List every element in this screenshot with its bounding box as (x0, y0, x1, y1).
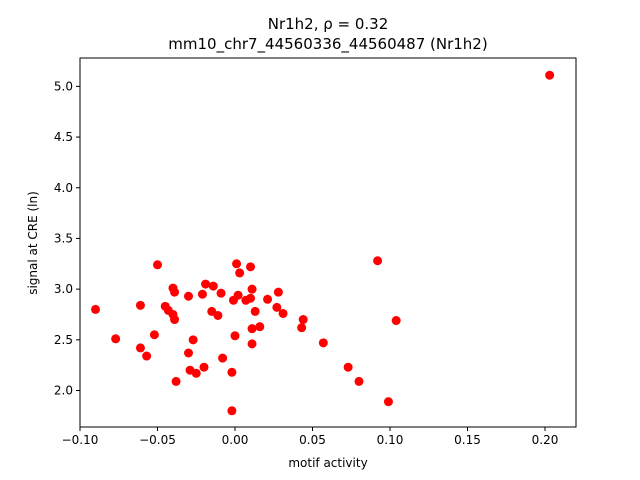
data-point (171, 376, 181, 386)
plot-frame (79, 57, 577, 428)
data-point (227, 406, 237, 416)
data-point (201, 279, 211, 289)
x-axis-label: motif activity (288, 456, 367, 470)
data-point (545, 70, 555, 80)
data-point (247, 324, 257, 334)
x-tick-label: 0.15 (454, 433, 481, 447)
data-point (247, 284, 257, 294)
data-point (373, 256, 383, 266)
y-tick-label: 3.5 (54, 231, 73, 245)
y-tick-label: 4.0 (54, 181, 73, 195)
data-point (247, 339, 257, 349)
data-point (298, 315, 308, 325)
x-tick-label: 0.20 (532, 433, 559, 447)
data-point (391, 316, 401, 326)
data-point (255, 322, 265, 332)
data-point (318, 338, 328, 348)
chart-title-line2: mm10_chr7_44560336_44560487 (Nr1h2) (168, 35, 487, 54)
data-point (135, 300, 145, 310)
chart-title-line1: Nr1h2, ρ = 0.32 (268, 15, 389, 33)
x-tick-label: 0.10 (377, 433, 404, 447)
data-point (184, 348, 193, 358)
x-tick-label: −0.05 (139, 433, 176, 447)
data-point (170, 287, 180, 297)
x-tick-label: −0.10 (62, 433, 99, 447)
data-point (135, 343, 145, 353)
data-point (383, 397, 393, 407)
data-point (188, 335, 198, 345)
data-point (343, 362, 353, 372)
data-point (170, 315, 180, 325)
data-point (235, 268, 245, 278)
data-point (213, 310, 223, 320)
data-point (197, 289, 207, 299)
data-point (263, 294, 273, 304)
data-point (354, 376, 364, 386)
y-axis-label: signal at CRE (ln) (26, 191, 40, 295)
data-point (149, 330, 159, 340)
x-tick-label: 0.00 (222, 433, 249, 447)
data-point (246, 293, 255, 303)
data-point (297, 323, 307, 333)
y-tick-label: 3.0 (54, 282, 73, 296)
data-point (216, 288, 226, 298)
data-point (142, 351, 152, 361)
data-point (208, 281, 218, 291)
data-point (273, 287, 283, 297)
y-tick-label: 4.5 (54, 130, 73, 144)
data-point (227, 367, 237, 377)
data-point (232, 259, 242, 269)
data-point (233, 290, 243, 300)
data-point (191, 368, 201, 378)
y-tick-label: 2.5 (54, 333, 73, 347)
y-tick-label: 2.0 (54, 384, 73, 398)
data-point (272, 302, 282, 312)
plot-area: −0.10 −0.05 0.00 0.05 0.10 0.15 0.20 2.0 2.5 3.0 3… (54, 57, 577, 447)
data-point (91, 304, 100, 314)
data-point (278, 308, 288, 318)
y-tick-label: 5.0 (54, 79, 73, 93)
x-tick-label: 0.05 (299, 433, 326, 447)
data-point (111, 334, 121, 344)
data-point (230, 331, 240, 341)
data-point (184, 291, 193, 301)
data-point (153, 260, 162, 270)
data-point (199, 362, 209, 372)
data-point (218, 353, 228, 363)
data-point (246, 262, 255, 272)
data-point (250, 306, 260, 316)
